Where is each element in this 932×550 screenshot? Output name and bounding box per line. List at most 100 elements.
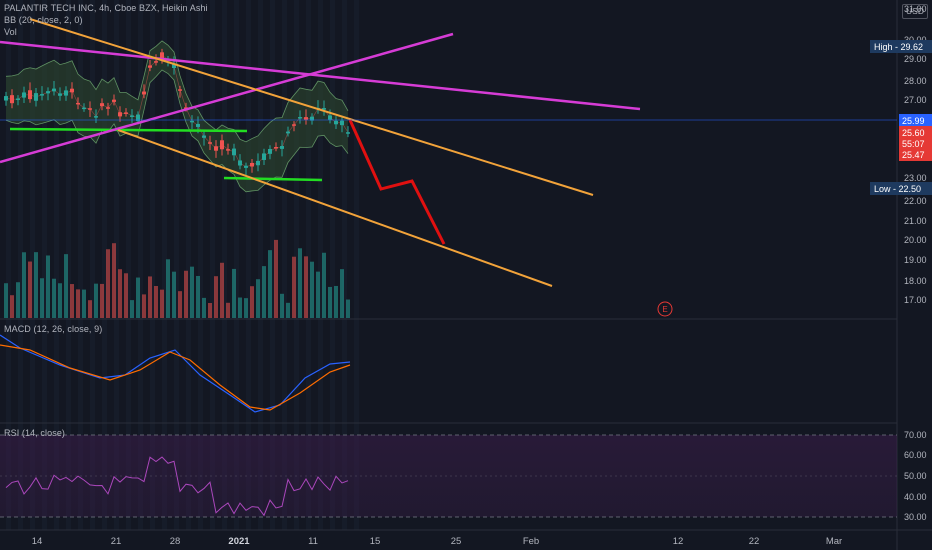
trendline-magenta-ascending[interactable] [0, 32, 454, 164]
candle-body [184, 107, 188, 109]
candle-body [256, 160, 260, 166]
grid-band [54, 0, 59, 530]
candle-body [94, 116, 98, 118]
rsi-tick-label: 50.00 [904, 471, 927, 481]
grid-band [18, 0, 23, 530]
rsi-axis[interactable]: 70.00 60.00 50.00 40.00 30.00 [904, 430, 927, 522]
candle-body [322, 108, 326, 110]
grid-band [210, 0, 215, 530]
candle-body [160, 52, 164, 59]
candle-body [106, 107, 110, 109]
bollinger-lower-line [5, 69, 349, 193]
time-axis-label: Feb [523, 536, 539, 547]
grid-band [246, 0, 251, 530]
candle-body [100, 103, 104, 107]
volume-bar [52, 278, 56, 318]
candle-body [52, 88, 56, 92]
volume-bar [310, 261, 314, 318]
volume-bar [82, 289, 86, 318]
volume-bar [226, 302, 230, 318]
price-tick-label: 28.00 [904, 76, 927, 86]
candle-body [292, 124, 296, 126]
price-tick-label: 29.00 [904, 54, 927, 64]
candle-body [214, 146, 218, 151]
volume-bar [160, 289, 164, 318]
grid-band [186, 0, 191, 530]
close-price-text: 25.60 [902, 128, 925, 138]
currency-button[interactable]: USD [902, 4, 928, 19]
candle-body [4, 96, 8, 101]
candle-body [154, 61, 158, 63]
close-price-tag: 25.60 [899, 126, 932, 139]
candle-body [142, 91, 146, 95]
grid-band [306, 0, 311, 530]
projection-path-red[interactable] [348, 119, 446, 245]
candle-body [232, 148, 236, 156]
candle-body [34, 93, 38, 101]
volume-bar [328, 286, 332, 318]
earnings-event-icon[interactable]: E [657, 301, 673, 317]
volume-bar [190, 266, 194, 318]
price-tick-label: 19.00 [904, 255, 927, 265]
candle-body [328, 115, 332, 120]
candle-body [280, 146, 284, 149]
grid-band [78, 0, 83, 530]
trendline-magenta-descending[interactable] [0, 40, 641, 111]
candle-body [220, 140, 224, 150]
candle-body [298, 117, 302, 119]
volume-bar [298, 248, 302, 318]
candle-body [340, 120, 344, 126]
volume-bar [46, 255, 50, 318]
grid-band [234, 0, 239, 530]
channel-line-orange-lower[interactable] [117, 129, 553, 287]
time-axis-label: 2021 [228, 536, 250, 547]
channel-line-orange-upper[interactable] [29, 18, 594, 196]
symbol-legend[interactable]: PALANTIR TECH INC, 4h, Cboe BZX, Heikin … [4, 3, 208, 13]
macd-legend[interactable]: MACD (12, 26, close, 9) [4, 324, 103, 334]
grid-band [90, 0, 95, 530]
candle-body [304, 117, 308, 120]
time-axis-label: 22 [749, 536, 760, 547]
rsi-tick-label: 40.00 [904, 492, 927, 502]
volume-bar [118, 269, 122, 318]
candle-body [274, 147, 278, 149]
grid-band [126, 0, 131, 530]
time-axis[interactable]: 14 21 28 2021 11 15 25 Feb 12 22 Mar [32, 536, 842, 547]
candle-body [22, 92, 26, 98]
volume-bar [130, 300, 134, 318]
volume-bar [304, 256, 308, 318]
volume-bar [262, 266, 266, 318]
volume-bar [232, 268, 236, 318]
candle-body [250, 162, 254, 167]
rsi-legend[interactable]: RSI (14, close) [4, 428, 66, 438]
volume-bar [28, 261, 32, 318]
time-axis-label: 14 [32, 536, 43, 547]
volume-bar [292, 256, 296, 318]
bollinger-basis-line [5, 54, 349, 168]
price-tick-label: 23.00 [904, 173, 927, 183]
last-price-tag: 25.99 [899, 114, 932, 127]
volume-bar [280, 293, 284, 318]
volume-bar [154, 286, 158, 318]
bb-legend[interactable]: BB (20, close, 2, 0) [4, 15, 83, 25]
last-price-text: 25.99 [902, 116, 925, 126]
grid-band [138, 0, 143, 530]
vol-legend[interactable]: Vol [4, 27, 17, 37]
volume-bar [244, 298, 248, 318]
price-tick-label: 20.00 [904, 235, 927, 245]
support-line-green-lower[interactable] [223, 176, 323, 182]
grid-band [6, 0, 11, 530]
candle-body [82, 107, 86, 110]
volume-bar [238, 297, 242, 318]
volume-bar [286, 302, 290, 318]
candle-body [130, 115, 134, 117]
grid-band [294, 0, 299, 530]
volume-bar [250, 286, 254, 318]
volume-bar [4, 283, 8, 318]
volume-bar [124, 273, 128, 318]
grid-band [42, 0, 47, 530]
support-line-green-upper[interactable] [9, 127, 248, 133]
time-axis-label: 28 [170, 536, 181, 547]
candle-body [208, 142, 212, 144]
